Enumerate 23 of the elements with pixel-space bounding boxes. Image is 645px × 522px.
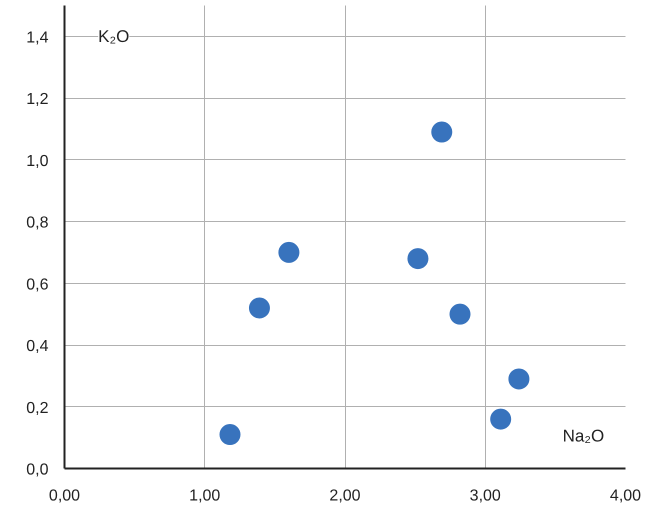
y-tick-label: 0,4 xyxy=(26,338,49,356)
point xyxy=(508,368,530,390)
y-tick-label: 0,2 xyxy=(26,400,49,417)
point xyxy=(490,408,512,430)
point xyxy=(248,298,270,318)
x-tick-label: 3,00 xyxy=(470,488,501,504)
y-tick-label: 0,6 xyxy=(26,276,49,294)
x-tick-label: 0,00 xyxy=(48,488,80,504)
point xyxy=(450,304,471,325)
y-tick-label: 0,0 xyxy=(26,462,49,478)
y-tick-label: 1,2 xyxy=(26,91,49,108)
point xyxy=(431,122,452,143)
y-tick-label: 1,4 xyxy=(26,29,49,46)
x-axis-title: Na₂O xyxy=(562,426,604,446)
point xyxy=(407,248,428,270)
x-tick-label: 4,00 xyxy=(610,488,642,504)
x-tick-label: 1,00 xyxy=(189,488,220,504)
point xyxy=(219,424,240,446)
x-tick-label: 2,00 xyxy=(329,488,361,504)
y-axis-title: K₂O xyxy=(98,26,130,46)
y-tick-label: 0,8 xyxy=(26,214,49,232)
point xyxy=(278,242,300,263)
y-tick-label: 1,0 xyxy=(26,152,49,170)
